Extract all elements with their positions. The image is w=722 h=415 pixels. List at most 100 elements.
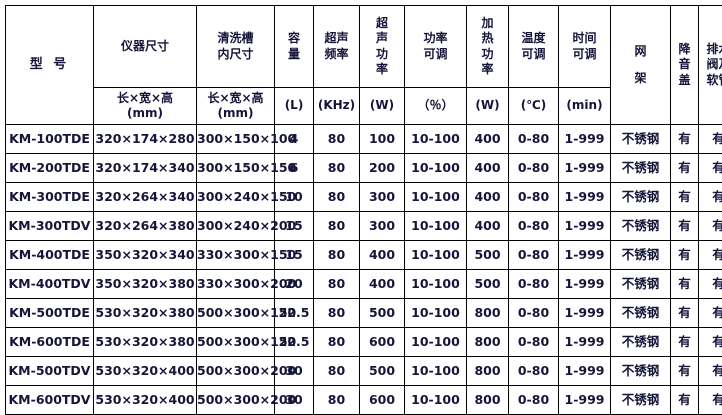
- cell-heating-power: 500: [467, 270, 509, 299]
- col-header-rack-line2: 架: [611, 71, 670, 86]
- unit-header-power-adjustable: （％）: [405, 88, 467, 125]
- unit-header-temp-adjustable: (℃): [509, 88, 559, 125]
- cell-us-power: 400: [360, 270, 405, 299]
- col-header-drain-valve-line1: 排水: [699, 42, 722, 57]
- cell-drain-valve: 有: [699, 241, 722, 270]
- cell-noise-lid: 有: [671, 183, 699, 212]
- col-header-inner-size-line1: 清洗槽: [197, 31, 274, 46]
- col-header-us-power: 超 声 功 率: [360, 6, 405, 88]
- unit-header-outer-size-line2: (mm): [94, 106, 196, 121]
- cell-rack: 不锈钢: [611, 125, 671, 154]
- col-header-rack-line1: 网: [611, 44, 670, 59]
- col-header-power-adjustable-line1: 功率: [405, 31, 466, 46]
- cell-noise-lid: 有: [671, 328, 699, 357]
- cell-us-frequency: 80: [314, 154, 360, 183]
- cell-us-power: 300: [360, 212, 405, 241]
- col-header-drain-valve: 排水 阀及 软管: [699, 6, 722, 125]
- col-header-us-power-line4: 率: [360, 62, 404, 77]
- col-header-heating-power-line2: 热: [467, 31, 508, 46]
- cell-model: KM-500TDE: [6, 299, 94, 328]
- cell-heating-power: 400: [467, 125, 509, 154]
- cell-power-adjustable: 10-100: [405, 183, 467, 212]
- header-row-primary: 型 号 仪器尺寸 清洗槽 内尺寸 容 量 超声 频率 超: [6, 6, 722, 88]
- cell-us-power: 600: [360, 386, 405, 415]
- cell-us-power: 200: [360, 154, 405, 183]
- cell-time-adjustable: 1-999: [559, 125, 611, 154]
- unit-header-us-frequency: (KHz): [314, 88, 360, 125]
- cell-temp-adjustable: 0-80: [509, 154, 559, 183]
- cell-time-adjustable: 1-999: [559, 270, 611, 299]
- cell-time-adjustable: 1-999: [559, 241, 611, 270]
- cell-us-frequency: 80: [314, 299, 360, 328]
- cell-power-adjustable: 10-100: [405, 328, 467, 357]
- col-header-us-power-line1: 超: [360, 16, 404, 31]
- cell-power-adjustable: 10-100: [405, 212, 467, 241]
- cell-outer-size: 530×320×400: [94, 386, 197, 415]
- cell-rack: 不锈钢: [611, 299, 671, 328]
- col-header-power-adjustable-line2: 可调: [405, 47, 466, 62]
- table-header: 型 号 仪器尺寸 清洗槽 内尺寸 容 量 超声 频率 超: [6, 6, 722, 125]
- cell-temp-adjustable: 0-80: [509, 183, 559, 212]
- cell-noise-lid: 有: [671, 154, 699, 183]
- cell-outer-size: 350×320×340: [94, 241, 197, 270]
- col-header-time-adjustable-line2: 可调: [559, 47, 610, 62]
- cell-power-adjustable: 10-100: [405, 357, 467, 386]
- col-header-temp-adjustable-line2: 可调: [509, 47, 558, 62]
- col-header-inner-size-line2: 内尺寸: [197, 47, 274, 62]
- col-header-us-power-line3: 功: [360, 47, 404, 62]
- cell-noise-lid: 有: [671, 386, 699, 415]
- cell-drain-valve: 有: [699, 212, 722, 241]
- cell-time-adjustable: 1-999: [559, 212, 611, 241]
- cell-outer-size: 320×264×340: [94, 183, 197, 212]
- col-header-outer-size: 仪器尺寸: [94, 6, 197, 88]
- col-header-capacity-line1: 容: [275, 31, 313, 46]
- cell-rack: 不锈钢: [611, 328, 671, 357]
- cell-drain-valve: 有: [699, 270, 722, 299]
- cell-drain-valve: 有: [699, 357, 722, 386]
- col-header-rack: 网 架: [611, 6, 671, 125]
- cell-us-frequency: 80: [314, 357, 360, 386]
- cell-drain-valve: 有: [699, 299, 722, 328]
- col-header-heating-power-line3: 功: [467, 47, 508, 62]
- cell-time-adjustable: 1-999: [559, 299, 611, 328]
- cell-us-power: 100: [360, 125, 405, 154]
- cell-heating-power: 400: [467, 183, 509, 212]
- col-header-heating-power-line1: 加: [467, 16, 508, 31]
- cell-heating-power: 400: [467, 154, 509, 183]
- cell-model: KM-400TDV: [6, 270, 94, 299]
- cell-power-adjustable: 10-100: [405, 299, 467, 328]
- cell-us-power: 600: [360, 328, 405, 357]
- cell-noise-lid: 有: [671, 270, 699, 299]
- cell-time-adjustable: 1-999: [559, 154, 611, 183]
- cell-inner-size: 500×300×200: [197, 386, 275, 415]
- cell-temp-adjustable: 0-80: [509, 212, 559, 241]
- cell-heating-power: 800: [467, 386, 509, 415]
- col-header-us-frequency-line2: 频率: [314, 47, 359, 62]
- cell-model: KM-600TDV: [6, 386, 94, 415]
- unit-header-heating-power: (W): [467, 88, 509, 125]
- cell-temp-adjustable: 0-80: [509, 328, 559, 357]
- cell-capacity: 22.5: [275, 328, 314, 357]
- cell-outer-size: 320×264×380: [94, 212, 197, 241]
- col-header-us-frequency: 超声 频率: [314, 6, 360, 88]
- col-header-noise-lid-line1: 降: [671, 42, 698, 57]
- col-header-drain-valve-line3: 软管: [699, 73, 722, 88]
- cell-outer-size: 530×320×380: [94, 328, 197, 357]
- unit-header-inner-size: 长×宽×高 (mm): [197, 88, 275, 125]
- cell-power-adjustable: 10-100: [405, 125, 467, 154]
- col-header-capacity-line2: 量: [275, 47, 313, 62]
- cell-model: KM-400TDE: [6, 241, 94, 270]
- col-header-inner-size: 清洗槽 内尺寸: [197, 6, 275, 88]
- cell-model: KM-200TDE: [6, 154, 94, 183]
- cell-drain-valve: 有: [699, 125, 722, 154]
- cell-us-frequency: 80: [314, 212, 360, 241]
